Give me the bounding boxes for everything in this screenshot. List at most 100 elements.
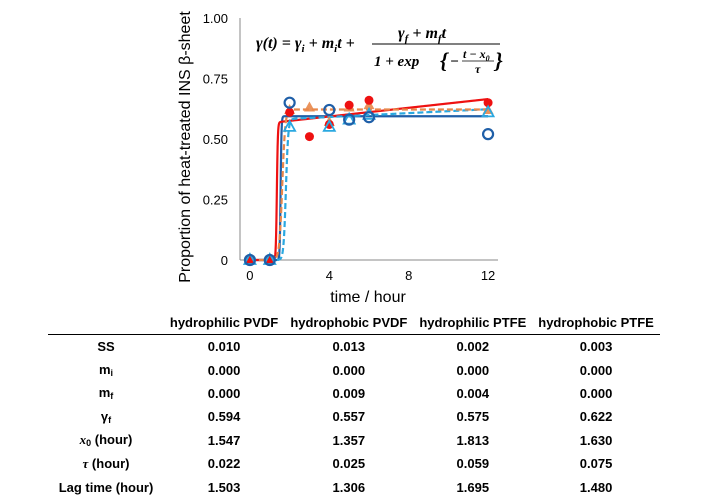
table-row-label: SS: [48, 335, 164, 359]
table-header-hydrophilic-ptfe: hydrophilic PTFE: [413, 312, 533, 335]
axes: [239, 18, 498, 261]
table-cell: 0.004: [456, 385, 490, 401]
table-cell: 1.480: [579, 479, 613, 495]
table-cell: 0.009: [332, 385, 366, 401]
table-cell: 1.813: [456, 432, 490, 448]
data-point-hydrophilic-ptfe: [322, 119, 337, 132]
table-row-label: τ (hour): [48, 452, 164, 475]
row-label-symbol: m: [98, 385, 111, 401]
data-point-hydrophilic-pvdf: [283, 96, 296, 109]
table-row-label: mf: [48, 382, 164, 405]
row-label-subscript: f: [108, 414, 112, 425]
table-cell: 0.000: [456, 362, 490, 378]
table-cell: 1.306: [332, 479, 366, 495]
table-cell: 0.557: [332, 409, 366, 425]
data-point-hydrophilic-ptfe: [481, 104, 496, 118]
x-tick-label: 8: [405, 268, 412, 283]
table-row: Lag time (hour) 1.503 1.306 1.695 1.480: [48, 475, 660, 498]
y-tick-label: 0.50: [203, 132, 228, 147]
table-cell: 0.000: [579, 385, 613, 401]
y-tick-labels: 0 0.25 0.50 0.75 1.00: [203, 11, 228, 268]
table-cell: 1.630: [579, 432, 613, 448]
equation-brace-open: {: [440, 48, 449, 73]
data-point-hydrophilic-pvdf: [323, 103, 336, 117]
equation-minus: −: [450, 54, 459, 70]
data-point-hydrophobic-pvdf: [285, 107, 295, 117]
equation-numerator: γf + mft: [398, 25, 447, 45]
data-point-hydrophilic-pvdf: [263, 253, 276, 267]
table-cell: 0.575: [456, 409, 490, 425]
y-axis-title: Proportion of heat-treated INS β-sheet: [177, 11, 194, 283]
x-tick-label: 0: [246, 268, 253, 283]
table-cell: 0.075: [579, 456, 613, 472]
data-point-hydrophilic-pvdf: [362, 111, 376, 124]
table-cell: 0.000: [207, 362, 241, 378]
table-cell: 0.025: [332, 456, 366, 472]
table-row-label: Lag time (hour): [48, 475, 164, 498]
row-label-unit: (hour): [91, 432, 133, 448]
table-row: x0 (hour) 1.547 1.357 1.813 1.630: [48, 429, 660, 452]
table-cell: 0.622: [579, 409, 613, 425]
x-axis-title: time / hour: [330, 289, 406, 306]
equation-inner-denominator: τ: [475, 62, 481, 76]
table-cell: 0.003: [579, 339, 613, 355]
table-header-corner: [48, 312, 164, 335]
table-cell: 0.000: [332, 362, 366, 378]
table-header-hydrophilic-pvdf: hydrophilic PVDF: [164, 312, 285, 335]
y-tick-label: 0.75: [203, 72, 228, 87]
table-header-hydrophobic-pvdf: hydrophobic PVDF: [284, 312, 414, 335]
row-label-symbol: x: [79, 432, 87, 448]
row-label-symbol: γ: [100, 408, 109, 424]
row-label-symbol: m: [98, 362, 111, 378]
row-label-symbol: Lag time (hour): [58, 479, 154, 495]
y-tick-label: 0.25: [203, 193, 228, 208]
data-point-hydrophilic-pvdf: [243, 253, 257, 267]
row-label-subscript: i: [110, 368, 114, 379]
table-row: mf 0.000 0.009 0.004 0.000: [48, 382, 660, 405]
row-label-subscript: 0: [86, 438, 92, 449]
fit-curve-hydrophobic-ptfe: [249, 108, 489, 262]
table-cell: 0.059: [456, 456, 490, 472]
table-cell: 1.357: [332, 432, 366, 448]
row-label-symbol: SS: [97, 339, 115, 355]
data-point-hydrophobic-ptfe: [303, 101, 315, 112]
data-point-hydrophilic-pvdf: [343, 113, 356, 126]
y-tick-label: 0: [221, 253, 228, 268]
kinetics-chart: 0 0.25 0.50 0.75 1.00 0 4 8 12 Proportion of he…: [177, 11, 503, 306]
table-row: SS 0.010 0.013 0.002 0.003: [48, 335, 660, 359]
table-cell: 0.002: [456, 339, 490, 355]
fit-curve-hydrophilic-ptfe: [249, 108, 489, 262]
equation-brace-close: }: [493, 48, 503, 73]
data-point-hydrophobic-pvdf: [483, 98, 493, 108]
x-tick-label: 4: [326, 268, 333, 283]
data-point-hydrophilic-pvdf: [481, 128, 495, 141]
table-cell: 0.000: [207, 385, 241, 401]
table-row: τ (hour) 0.022 0.025 0.059 0.075: [48, 452, 660, 475]
x-tick-labels: 0 4 8 12: [246, 268, 495, 283]
table-row: mi 0.000 0.000 0.000 0.000: [48, 358, 660, 381]
table-cell: 1.695: [456, 479, 490, 495]
equation-lhs: γ(t) = γi + mit +: [256, 35, 355, 55]
table-header-hydrophobic-ptfe: hydrophobic PTFE: [532, 312, 660, 335]
data-point-hydrophobic-pvdf: [364, 95, 374, 105]
table-header-row: hydrophilic PVDF hydrophobic PVDF hydrop…: [48, 312, 660, 335]
equation-denominator: 1 + exp: [374, 54, 420, 70]
data-point-hydrophilic-ptfe: [282, 119, 297, 132]
table-cell: 0.594: [207, 409, 241, 425]
table-cell: 0.022: [207, 456, 241, 472]
fit-equation: γ(t) = γi + mit + γf + mft 1 + exp { − t…: [256, 25, 503, 76]
row-label-symbol: τ: [82, 455, 89, 471]
data-point-hydrophobic-pvdf: [304, 132, 314, 142]
table-cell: 0.000: [579, 362, 613, 378]
table-row-label: mi: [48, 358, 164, 381]
row-label-subscript: f: [110, 391, 114, 402]
table-row-label: x0 (hour): [48, 429, 164, 452]
table-cell: 1.503: [207, 479, 241, 495]
table-body: SS 0.010 0.013 0.002 0.003 mi 0.000 0.000 0.000 0…: [48, 335, 660, 499]
table-cell: 0.010: [207, 339, 241, 355]
equation-inner-numerator: t − x0: [463, 47, 490, 63]
row-label-unit: (hour): [88, 455, 130, 471]
y-tick-label: 1.00: [203, 11, 228, 26]
table-cell: 0.013: [332, 339, 366, 355]
data-markers: [242, 95, 496, 267]
